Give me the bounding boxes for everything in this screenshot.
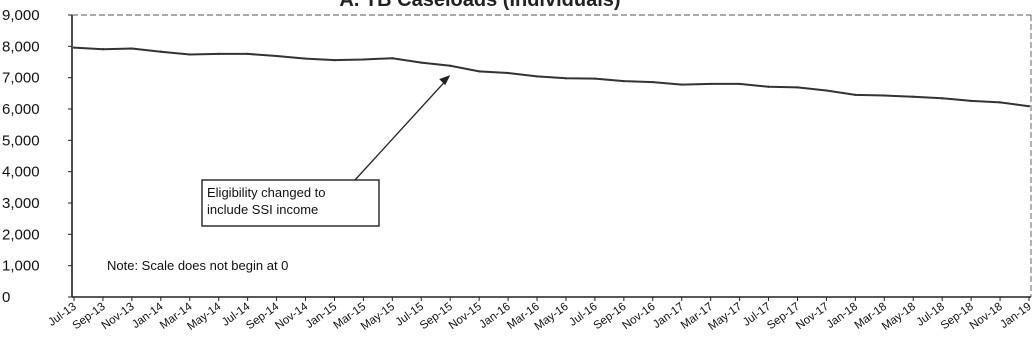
x-axis: Jul-13Sep-13Nov-13Jan-14Mar-14May-14Jul-…	[46, 297, 1034, 333]
y-tick-label: 6,000	[2, 101, 40, 118]
data-point	[217, 52, 220, 55]
data-point	[449, 64, 452, 67]
y-tick-label: 7,000	[2, 70, 40, 87]
annotation-text: include SSI income	[207, 202, 318, 217]
x-tick-label: Nov-14	[273, 300, 311, 332]
data-point	[130, 47, 133, 50]
y-tick-label: 3,000	[2, 195, 40, 212]
arrow-head	[439, 75, 451, 86]
plot-frame	[71, 14, 1032, 298]
data-point	[304, 57, 307, 60]
data-point	[72, 46, 76, 49]
y-tick-label: 5,000	[2, 132, 40, 149]
data-point	[709, 82, 712, 86]
annotations: Eligibility changed to include SSI income…	[107, 75, 451, 273]
data-point	[796, 86, 799, 89]
data-point	[420, 61, 423, 64]
data-point	[651, 80, 654, 84]
y-tick-label: 8,000	[2, 38, 40, 55]
data-point	[593, 77, 597, 80]
x-tick-label: Jan-19	[998, 301, 1034, 331]
x-tick-label: Nov-17	[794, 301, 831, 333]
data-point	[912, 95, 915, 98]
x-tick-label: Nov-16	[621, 301, 658, 333]
data-point	[680, 83, 683, 86]
y-tick-label: 4,000	[2, 164, 40, 181]
annotation-arrow	[354, 79, 447, 181]
data-point	[767, 85, 770, 88]
data-point	[478, 70, 481, 73]
x-tick-label: Nov-15	[447, 301, 484, 333]
data-point	[883, 94, 886, 97]
x-tick-label: May-17	[706, 301, 744, 333]
data-point	[622, 80, 625, 83]
annotation-text: Eligibility changed to	[207, 185, 326, 200]
data-point	[854, 93, 857, 96]
y-tick-label: 9,000	[2, 7, 40, 24]
x-tick-label: May-18	[880, 301, 918, 333]
x-tick-label: May-16	[533, 301, 571, 333]
x-tick-label: Nov-18	[968, 301, 1005, 333]
annotation-box	[201, 179, 380, 227]
data-point	[159, 50, 162, 53]
scale-note: Note: Scale does not begin at 0	[107, 258, 288, 273]
data-point	[275, 54, 278, 58]
data-point	[535, 75, 539, 78]
data-point	[564, 77, 568, 80]
y-tick-label: 1,000	[2, 258, 40, 275]
data-series	[72, 46, 1031, 108]
series-line	[73, 46, 1030, 108]
y-tick-label: 2,000	[2, 226, 40, 243]
y-tick-label: 0	[2, 289, 10, 306]
data-point	[246, 52, 249, 55]
data-point	[738, 82, 741, 86]
chart-title: A. TB Caseloads (Individuals)	[339, 0, 620, 11]
x-tick-label: May-14	[185, 300, 224, 333]
y-axis: 0 1,000 2,000 3,000 4,000 5,000 6,000 7,000 8,00…	[2, 7, 72, 306]
data-point	[825, 89, 828, 92]
data-point	[333, 59, 336, 62]
data-point	[188, 53, 191, 56]
data-point	[1027, 105, 1031, 108]
x-tick-label: May-15	[359, 301, 397, 333]
data-point	[941, 97, 944, 100]
data-point	[970, 99, 973, 102]
data-point	[506, 71, 510, 75]
data-point	[391, 57, 394, 60]
x-tick-label: Nov-13	[100, 301, 137, 333]
data-point	[362, 58, 365, 61]
data-point	[101, 48, 105, 51]
data-point	[998, 101, 1002, 104]
